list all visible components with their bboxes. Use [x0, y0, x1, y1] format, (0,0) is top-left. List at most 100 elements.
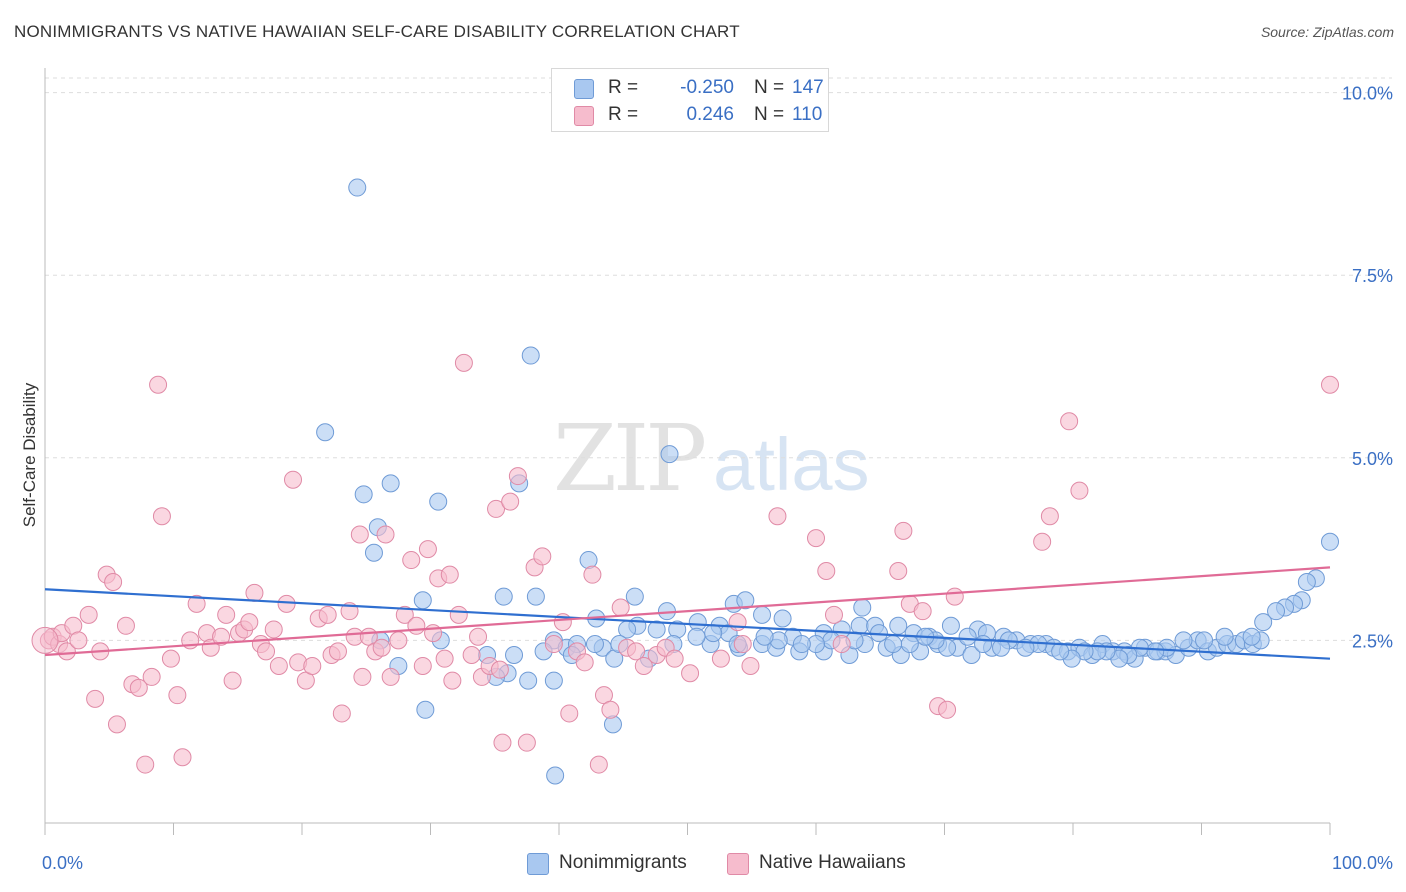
bottom-legend-swatch-blue — [527, 853, 549, 875]
data-point-native-hawaiians — [560, 704, 579, 723]
data-point-native-hawaiians — [136, 755, 155, 774]
data-point-nonimmigrants — [381, 474, 400, 493]
legend-r-label: R = — [608, 77, 639, 98]
data-point-native-hawaiians — [161, 649, 180, 668]
legend-r-value: -0.250 — [680, 77, 734, 98]
data-point-native-hawaiians — [665, 649, 684, 668]
data-point-nonimmigrants — [1297, 572, 1316, 591]
watermark-zip: ZIP — [553, 405, 707, 512]
data-point-nonimmigrants — [900, 635, 919, 654]
data-point-native-hawaiians — [318, 605, 337, 624]
data-point-native-hawaiians — [284, 470, 303, 489]
data-point-native-hawaiians — [407, 616, 426, 635]
data-point-nonimmigrants — [494, 587, 513, 606]
data-point-native-hawaiians — [741, 656, 760, 675]
data-point-nonimmigrants — [660, 445, 679, 464]
data-point-native-hawaiians — [913, 602, 932, 621]
legend-swatch-blue — [574, 79, 594, 99]
y-axis-title: Self-Care Disability — [20, 382, 39, 527]
data-point-native-hawaiians — [303, 656, 322, 675]
data-point-native-hawaiians — [1033, 532, 1052, 551]
data-point-nonimmigrants — [889, 616, 908, 635]
legend-n-label: N = — [754, 77, 785, 98]
data-point-native-hawaiians — [1070, 481, 1089, 500]
data-point-native-hawaiians — [57, 642, 76, 661]
series-nonimmigrants — [316, 178, 1339, 785]
data-point-native-hawaiians — [711, 649, 730, 668]
series-native-hawaiians — [31, 353, 1339, 774]
bottom-legend-label: Native Hawaiians — [759, 852, 906, 873]
x-tick-label-max: 100.0% — [1332, 853, 1393, 873]
data-point-native-hawaiians — [152, 507, 171, 526]
data-point-nonimmigrants — [1254, 613, 1273, 632]
data-point-nonimmigrants — [792, 635, 811, 654]
data-point-nonimmigrants — [958, 627, 977, 646]
data-point-native-hawaiians — [894, 521, 913, 540]
data-point-native-hawaiians — [733, 635, 752, 654]
grid-lines — [45, 77, 1392, 641]
data-point-native-hawaiians — [240, 613, 259, 632]
data-point-native-hawaiians — [116, 616, 135, 635]
data-point-native-hawaiians — [501, 492, 520, 511]
data-point-nonimmigrants — [941, 616, 960, 635]
data-point-native-hawaiians — [443, 671, 462, 690]
data-point-nonimmigrants — [546, 766, 565, 785]
data-point-nonimmigrants — [884, 635, 903, 654]
data-point-nonimmigrants — [1215, 627, 1234, 646]
legend-n-value: 147 — [792, 77, 824, 98]
legend-n-value: 110 — [792, 104, 823, 125]
data-point-native-hawaiians — [381, 667, 400, 686]
data-point-native-hawaiians — [440, 565, 459, 584]
data-point-native-hawaiians-large — [31, 626, 59, 654]
data-point-native-hawaiians — [168, 686, 187, 705]
legend-r-value: 0.246 — [686, 104, 734, 125]
data-point-nonimmigrants — [1195, 631, 1214, 650]
data-point-nonimmigrants — [736, 591, 755, 610]
data-point-native-hawaiians — [487, 499, 506, 518]
data-point-native-hawaiians — [435, 649, 454, 668]
data-point-native-hawaiians — [490, 660, 509, 679]
legend-n-label: N = — [754, 104, 785, 125]
data-point-native-hawaiians — [508, 467, 527, 486]
data-point-nonimmigrants — [354, 485, 373, 504]
watermark: ZIP atlas — [553, 405, 869, 512]
trend-line-nonimmigrants — [44, 588, 1331, 660]
data-point-native-hawaiians — [332, 704, 351, 723]
data-point-native-hawaiians — [454, 353, 473, 372]
trend-lines — [44, 566, 1331, 660]
data-point-nonimmigrants — [625, 587, 644, 606]
data-point-nonimmigrants — [416, 700, 435, 719]
data-point-nonimmigrants — [364, 543, 383, 562]
data-point-nonimmigrants — [348, 178, 367, 197]
data-point-native-hawaiians — [533, 547, 552, 566]
data-point-native-hawaiians — [277, 594, 296, 613]
data-point-native-hawaiians — [173, 748, 192, 767]
data-point-nonimmigrants — [1146, 642, 1165, 661]
data-point-native-hawaiians — [389, 631, 408, 650]
data-point-nonimmigrants — [603, 715, 622, 734]
data-point-native-hawaiians — [589, 755, 608, 774]
data-point-native-hawaiians — [129, 678, 148, 697]
data-point-native-hawaiians — [945, 587, 964, 606]
y-tick-label: 7.5% — [1352, 266, 1393, 286]
data-point-nonimmigrants — [992, 638, 1011, 657]
data-point-native-hawaiians — [395, 605, 414, 624]
data-point-nonimmigrants — [853, 598, 872, 617]
data-point-native-hawaiians — [1060, 412, 1079, 431]
data-point-native-hawaiians — [107, 715, 126, 734]
data-point-native-hawaiians — [681, 664, 700, 683]
bottom-legend-label: Nonimmigrants — [559, 852, 687, 873]
data-point-native-hawaiians — [187, 594, 206, 613]
data-point-nonimmigrants — [413, 591, 432, 610]
data-point-nonimmigrants — [755, 627, 774, 646]
data-point-native-hawaiians — [264, 620, 283, 639]
data-point-nonimmigrants — [687, 627, 706, 646]
legend-swatch-pink — [574, 106, 594, 126]
data-point-native-hawaiians — [1321, 375, 1339, 394]
data-point-native-hawaiians — [544, 635, 563, 654]
data-point-native-hawaiians — [212, 627, 231, 646]
y-tick-label: 2.5% — [1352, 631, 1393, 651]
data-point-nonimmigrants — [544, 671, 563, 690]
data-point-native-hawaiians — [86, 689, 105, 708]
data-point-native-hawaiians — [142, 667, 161, 686]
